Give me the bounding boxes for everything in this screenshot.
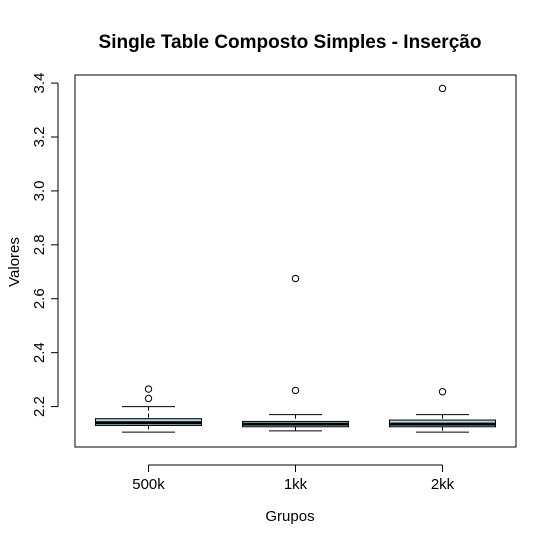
outlier-point <box>439 85 445 91</box>
outlier-point <box>145 386 151 392</box>
x-tick-label: 500k <box>132 476 165 493</box>
x-axis: 500k 1kk 2kk <box>132 465 454 493</box>
plot-frame <box>75 75 516 447</box>
x-tick-label: 2kk <box>431 476 455 493</box>
box-500k <box>96 386 202 432</box>
y-axis-label: Valores <box>6 237 23 287</box>
y-axis: 2.2 2.4 2.6 2.8 3.0 3.2 3.4 <box>31 73 58 417</box>
y-tick-label: 3.4 <box>31 73 48 94</box>
box-2kk <box>390 85 496 432</box>
x-tick-label: 1kk <box>284 476 308 493</box>
x-axis-label: Grupos <box>265 508 314 525</box>
y-tick-label: 2.2 <box>31 396 48 417</box>
y-tick-label: 2.8 <box>31 234 48 255</box>
outlier-point <box>292 275 298 281</box>
box-1kk <box>243 275 349 431</box>
y-tick-label: 2.4 <box>31 342 48 363</box>
chart-title: Single Table Composto Simples - Inserção <box>99 32 482 53</box>
y-tick-label: 3.0 <box>31 180 48 201</box>
y-tick-label: 3.2 <box>31 127 48 148</box>
box-series <box>96 85 496 432</box>
outlier-point <box>292 387 298 393</box>
y-tick-label: 2.6 <box>31 288 48 309</box>
outlier-point <box>145 395 151 401</box>
outlier-point <box>439 389 445 395</box>
